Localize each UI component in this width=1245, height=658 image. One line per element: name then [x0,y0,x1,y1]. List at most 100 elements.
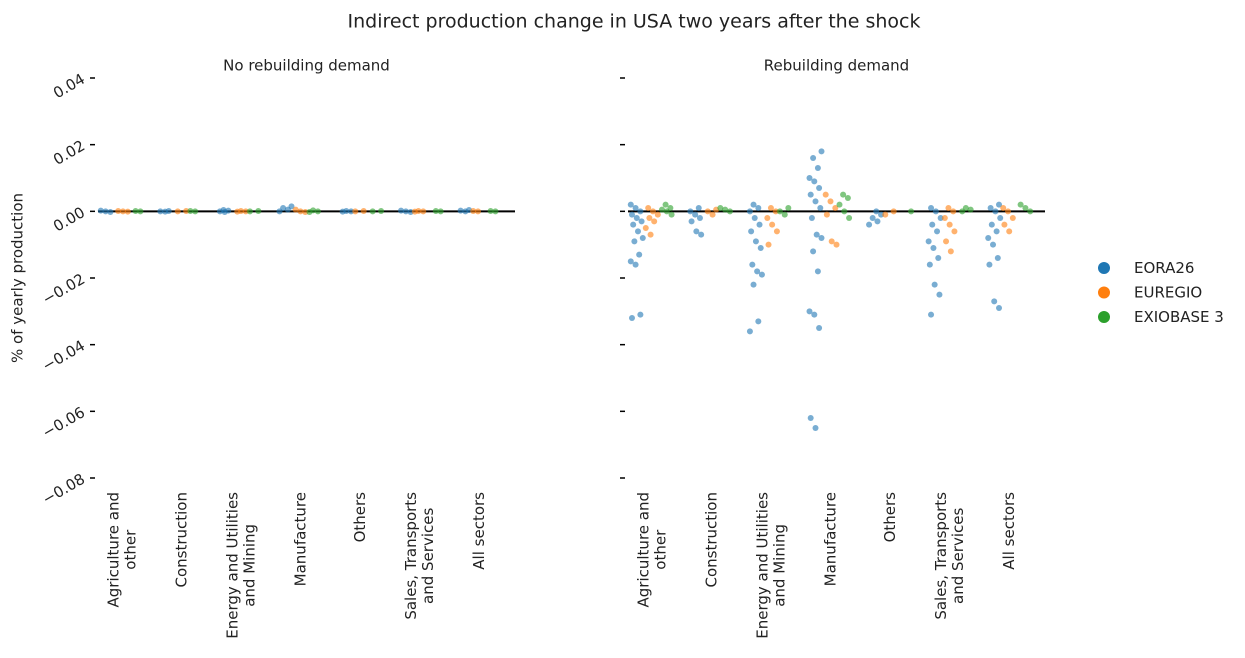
data-point [807,191,814,198]
x-tick-label: and Mining [770,524,788,607]
data-point [810,248,817,255]
data-point [192,208,199,215]
data-point [754,268,761,275]
data-point [746,208,753,215]
data-point [950,208,957,215]
data-point [812,425,819,431]
x-tick-label: Agriculture and [104,492,122,607]
data-point [658,206,665,213]
data-point [162,208,169,215]
data-point [951,228,958,235]
data-point [828,238,835,245]
legend-label: EXIOBASE 3 [1134,308,1224,326]
data-point [866,221,873,228]
legend-marker [1098,262,1110,274]
data-point [157,208,164,215]
data-point [925,238,932,245]
data-point [437,208,444,215]
data-point [908,208,915,215]
data-point [757,245,764,251]
data-point [662,201,669,208]
data-point [704,208,711,215]
data-point [636,251,643,258]
x-tick-label: Sales, Transports [932,492,950,620]
data-point [846,215,853,221]
data-point [97,207,104,214]
x-tick-label: other [121,529,139,570]
x-tick-label: other [651,529,669,570]
data-point [993,228,1000,235]
x-tick-label: and Mining [240,524,258,607]
data-point [137,208,144,215]
data-point [840,191,847,198]
data-point [997,215,1004,221]
data-point [627,258,634,265]
data-point [941,215,948,221]
data-point [751,215,758,221]
data-point [651,218,658,225]
x-tick-label: Manufacture [822,492,840,586]
data-point [314,208,321,215]
data-point [772,208,779,215]
data-point [758,271,765,278]
x-tick-label: Energy and Utilities [753,492,771,639]
data-point [756,221,763,228]
data-point [841,208,848,215]
data-point [936,291,943,298]
data-point [929,221,936,228]
data-point [822,191,829,198]
data-point [398,207,405,214]
y-tick-label: −0.06 [39,403,88,442]
data-point [767,205,774,211]
data-point [776,208,783,215]
data-point [959,208,966,215]
data-point [642,225,649,231]
data-point [470,208,477,214]
data-point [632,205,639,211]
data-point [284,206,291,213]
x-tick-label: Sales, Transports [402,492,420,620]
data-point [935,255,942,261]
data-point [926,261,933,268]
data-point [634,228,641,235]
data-point [628,211,635,218]
data-point [996,305,1003,311]
data-point [934,228,941,235]
x-tick-label: Others [351,492,369,543]
data-point [816,325,823,331]
data-point [986,261,993,268]
data-point [811,311,818,318]
data-point [818,235,825,241]
data-point [1005,208,1012,215]
data-point [647,231,654,238]
data-point [216,208,223,215]
data-point [709,211,716,218]
data-point [928,205,935,211]
panel-title: No rebuilding demand [223,57,390,75]
data-point [645,205,652,211]
data-point [987,205,994,211]
data-point [755,205,762,211]
x-tick-label: Construction [172,492,190,588]
x-tick-label: All sectors [470,492,488,570]
data-point [402,208,409,215]
data-point [812,198,819,205]
data-point [688,218,695,225]
data-point [687,208,694,215]
data-point [937,215,944,221]
data-point [992,208,999,215]
data-point [174,208,181,215]
data-point [628,315,635,321]
x-tick-label: Agriculture and [634,492,652,607]
data-point [637,208,644,215]
data-point [632,261,639,268]
x-tick-label: All sectors [1000,492,1018,570]
data-point [985,235,992,241]
data-point [420,208,427,215]
data-point [630,221,637,228]
data-point [221,209,228,215]
data-point [183,208,190,214]
data-point [765,241,772,248]
legend-marker [1098,311,1110,323]
